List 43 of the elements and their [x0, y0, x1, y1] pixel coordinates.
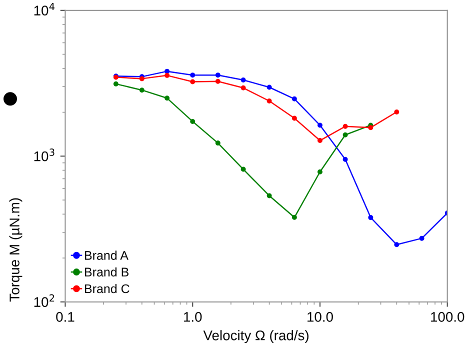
point	[240, 78, 246, 83]
x-tick-label: 100.0	[431, 312, 464, 322]
point	[266, 84, 272, 90]
point	[317, 122, 322, 128]
point	[215, 140, 220, 146]
x-tick-label: 10.0	[308, 312, 333, 322]
point	[164, 72, 170, 78]
y-tick-label: 10$^{3}$	[34, 148, 54, 162]
x-axis-title: Velocity Ω (rad/s)	[203, 330, 308, 344]
y-tick-label: 10$^{2}$	[34, 294, 54, 307]
point	[240, 85, 246, 90]
point	[368, 215, 374, 220]
point	[292, 116, 297, 121]
x-tick-label: 1.0	[184, 312, 202, 322]
point	[164, 68, 170, 74]
point	[419, 236, 424, 241]
point	[190, 72, 196, 78]
point	[215, 72, 220, 78]
point	[215, 78, 220, 84]
point	[190, 118, 196, 124]
point	[113, 81, 118, 86]
point	[394, 242, 400, 248]
point	[266, 193, 272, 198]
point	[342, 132, 348, 138]
point	[292, 214, 297, 220]
point	[190, 79, 196, 84]
legend-label: Brand A	[85, 250, 128, 260]
legend-label: Brand C	[85, 284, 130, 294]
point	[139, 88, 144, 93]
point	[317, 138, 322, 144]
point	[342, 124, 348, 129]
point	[317, 169, 322, 174]
point	[240, 166, 246, 172]
point	[368, 125, 374, 130]
y-tick-label: 10$^{4}$	[34, 2, 55, 16]
point	[394, 109, 400, 114]
point	[342, 156, 348, 162]
x-tick-label: 0.1	[56, 312, 74, 322]
legend-label: Brand B	[85, 267, 128, 277]
point	[164, 96, 170, 101]
point	[266, 98, 272, 104]
point	[292, 96, 297, 102]
y-axis-title: Torque M (µN.m)	[9, 198, 22, 302]
